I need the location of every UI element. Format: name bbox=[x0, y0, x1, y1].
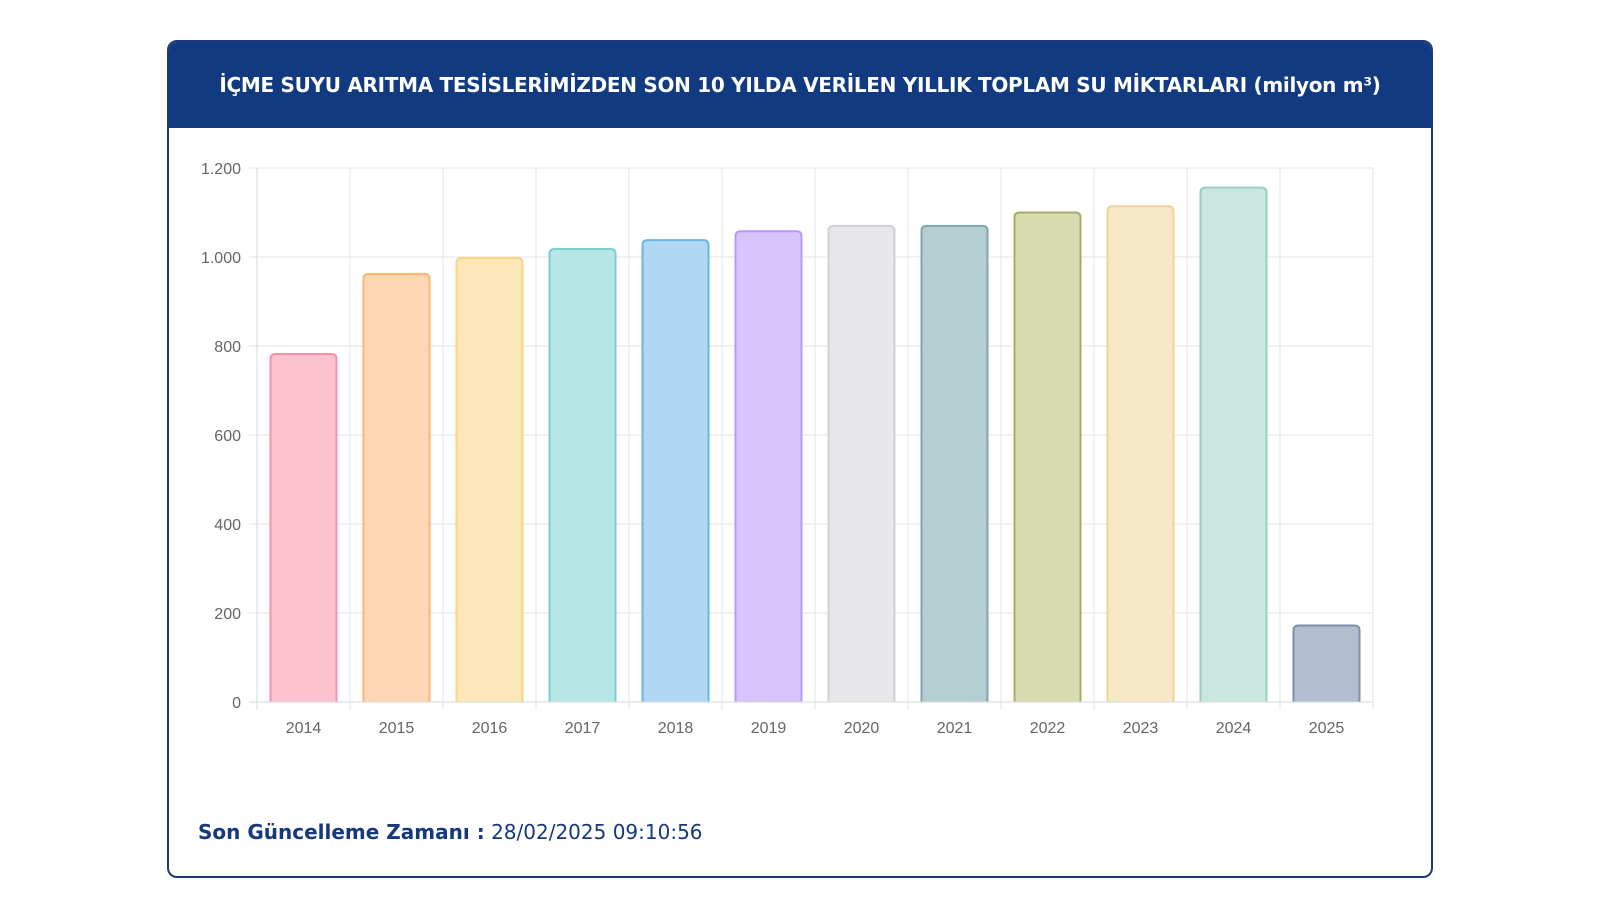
bar-2015 bbox=[362, 272, 431, 702]
x-tick-label: 2019 bbox=[751, 720, 787, 737]
bar-2024 bbox=[1199, 186, 1268, 702]
y-tick-label: 200 bbox=[214, 606, 241, 623]
x-tick-label: 2023 bbox=[1123, 720, 1159, 737]
x-tick-label: 2020 bbox=[844, 720, 880, 737]
last-update: Son Güncelleme Zamanı : 28/02/2025 09:10… bbox=[198, 820, 703, 844]
bar-2025 bbox=[1292, 624, 1361, 702]
bar-2016 bbox=[455, 256, 524, 702]
bar-2018 bbox=[641, 239, 710, 702]
y-tick-label: 1.200 bbox=[201, 161, 241, 178]
x-tick-label: 2022 bbox=[1030, 720, 1066, 737]
bar-2014 bbox=[269, 353, 338, 702]
bar-2022 bbox=[1013, 211, 1082, 702]
bar-2023 bbox=[1106, 205, 1175, 702]
bar-2020 bbox=[827, 224, 896, 702]
chart-header: İÇME SUYU ARITMA TESİSLERİMİZDEN SON 10 … bbox=[169, 42, 1431, 128]
y-tick-label: 600 bbox=[214, 428, 241, 445]
x-tick-label: 2016 bbox=[472, 720, 508, 737]
y-tick-label: 400 bbox=[214, 517, 241, 534]
bar-chart: 0 200 400 600 800 1.000 1.200 2014 2015 2016 2017 2… bbox=[201, 161, 1374, 737]
y-tick-label: 1.000 bbox=[201, 250, 241, 267]
y-tick-label: 0 bbox=[232, 695, 241, 712]
chart-title: İÇME SUYU ARITMA TESİSLERİMİZDEN SON 10 … bbox=[219, 73, 1381, 97]
x-tick-label: 2014 bbox=[286, 720, 322, 737]
x-tick-label: 2018 bbox=[658, 720, 694, 737]
x-tick-label: 2025 bbox=[1309, 720, 1345, 737]
chart-card: İÇME SUYU ARITMA TESİSLERİMİZDEN SON 10 … bbox=[167, 40, 1433, 878]
bar-2019 bbox=[734, 230, 803, 702]
last-update-value: 28/02/2025 09:10:56 bbox=[491, 820, 703, 844]
x-tick-label: 2021 bbox=[937, 720, 973, 737]
y-tick-label: 800 bbox=[214, 339, 241, 356]
bar-2021 bbox=[920, 224, 989, 702]
bar-2017 bbox=[548, 247, 617, 702]
last-update-label: Son Güncelleme Zamanı : bbox=[198, 820, 485, 844]
x-tick-label: 2024 bbox=[1216, 720, 1252, 737]
chart-area: 0 200 400 600 800 1.000 1.200 2014 2015 2016 2017 2… bbox=[169, 128, 1431, 768]
x-tick-label: 2015 bbox=[379, 720, 415, 737]
x-tick-label: 2017 bbox=[565, 720, 601, 737]
